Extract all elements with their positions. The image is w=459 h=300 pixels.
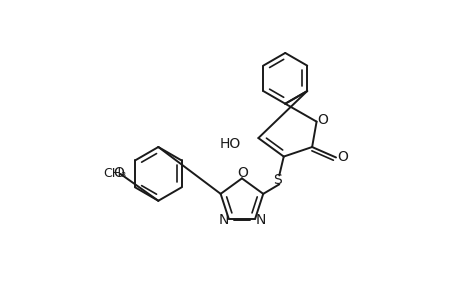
Text: S: S bbox=[273, 173, 281, 187]
Text: CH₃: CH₃ bbox=[103, 167, 126, 180]
Text: O: O bbox=[336, 151, 347, 164]
Text: O: O bbox=[317, 113, 328, 127]
Text: O: O bbox=[236, 166, 247, 180]
Text: HO: HO bbox=[219, 137, 240, 151]
Text: N: N bbox=[255, 213, 265, 227]
Text: N: N bbox=[218, 213, 228, 227]
Text: O: O bbox=[113, 166, 124, 180]
